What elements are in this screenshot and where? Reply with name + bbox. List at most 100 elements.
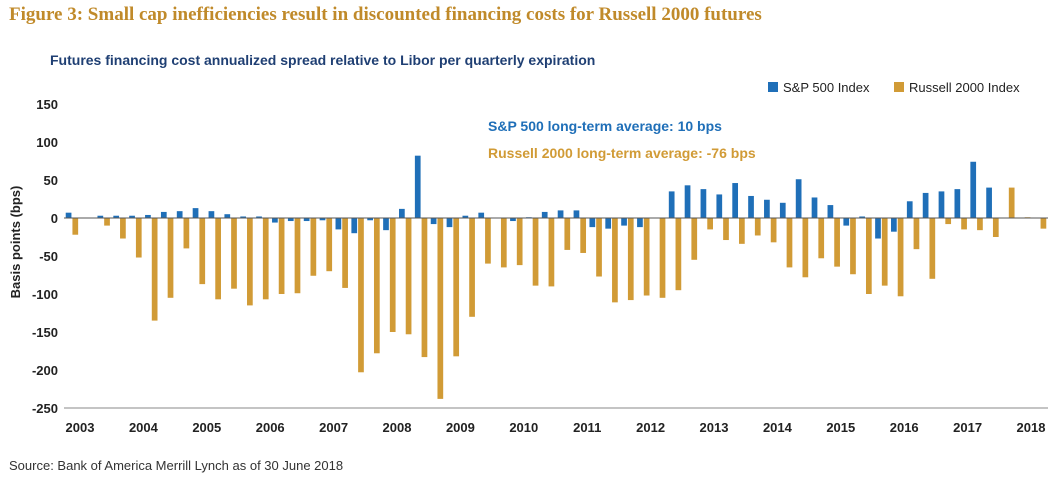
bar-sp500 [145,214,151,218]
bar-sp500 [906,201,913,218]
bar-russell [961,218,967,230]
bar-russell [294,218,301,294]
x-axis: 2003 2004 2005 2006 2007 2008 2009 2010 2011 2012… [64,407,1048,435]
bar-russell [707,218,713,230]
bar-russell [72,218,79,235]
y-tick-label: -100 [32,287,58,302]
bar-russell [247,218,253,306]
bar-sp500 [351,218,358,234]
bar-russell [802,218,809,278]
bar-russell [358,218,364,373]
bar-sp500 [383,218,389,231]
bar-sp500 [272,218,278,223]
bar-russell [453,218,460,357]
bar-sp500 [986,187,992,218]
x-tick-label: 2012 [636,420,665,435]
bar-russell [580,218,587,253]
bar-russell [485,218,491,264]
bar-russell [913,218,920,250]
bar-sp500 [827,205,834,218]
x-tick-label: 2011 [573,420,601,435]
x-tick-label: 2007 [319,420,348,435]
x-tick-label: 2006 [256,420,285,435]
bar-sp500 [732,183,739,218]
bar-russell [199,218,206,285]
bar-russell [548,218,555,287]
x-tick-label: 2008 [383,420,412,435]
bar-sp500 [65,212,72,218]
bar-sp500 [573,210,580,218]
bar-sp500 [970,161,977,218]
bar-russell [326,218,333,272]
bar-russell [945,218,952,225]
chart-title: Futures financing cost annualized spread… [50,52,596,68]
bar-russell [262,218,269,300]
bar-sp500 [716,194,723,218]
bar-russell [691,218,698,260]
x-tick-label: 2018 [1017,420,1046,435]
bar-russell [167,218,174,298]
bar-russell [786,218,793,268]
bar-russell [1008,187,1015,218]
bar-sp500 [303,218,310,222]
bar-sp500 [938,191,945,218]
y-tick-label: 150 [36,97,58,112]
bar-sp500 [446,218,453,228]
bar-sp500 [700,189,707,218]
bar-sp500 [97,215,104,218]
bar-sp500 [176,211,183,218]
bar-russell [627,218,634,301]
bar-russell [929,218,936,279]
bar-russell [739,218,745,244]
bar-russell [643,218,650,296]
bar-russell [977,218,983,231]
x-tick-label: 2017 [953,420,982,435]
bar-sp500 [605,218,612,229]
bar-russell [1040,218,1047,229]
bar-russell [151,218,158,321]
bar-sp500 [160,211,167,218]
bar-russell [818,218,825,259]
bar-russell [104,218,110,226]
bar-sp500 [224,214,231,218]
bar-sp500 [462,215,469,218]
bar-sp500 [510,218,516,222]
bar-russell [723,218,729,241]
bar-russell [564,218,571,250]
bar-russell [389,218,396,332]
bar-sp500 [891,218,897,232]
x-tick-label: 2010 [509,420,538,435]
legend-label-sp500: S&P 500 Index [783,80,870,95]
bar-sp500 [208,211,215,218]
bar-sp500 [541,211,548,218]
bar-sp500 [335,218,342,230]
bar-sp500 [764,199,770,218]
bar-russell [437,218,444,399]
x-tick-label: 2005 [192,420,221,435]
x-tick-label: 2015 [826,420,855,435]
bar-russell [120,218,126,239]
x-tick-label: 2009 [446,420,475,435]
bar-russell [659,218,666,298]
bar-sp500 [843,218,850,226]
annotation-sp500-average: S&P 500 long-term average: 10 bps [488,118,722,134]
bar-sp500 [192,208,199,218]
bar-sp500 [557,210,564,218]
bar-russell [881,218,888,286]
bar-sp500 [367,218,373,221]
y-axis: 150 100 50 0 -50 -100 -150 -200 -250 [32,97,58,416]
bar-sp500 [637,218,643,228]
y-tick-label: -250 [32,401,58,416]
x-tick-label: 2013 [700,420,729,435]
x-tick-label: 2016 [890,420,919,435]
bar-russell [310,218,317,276]
bar-sp500 [478,212,485,218]
x-tick-label: 2003 [66,420,95,435]
x-tick-label: 2014 [763,420,793,435]
y-axis-label: Basis points (bps) [8,186,23,299]
bar-sp500 [256,216,262,218]
bar-russell [405,218,412,335]
bar-sp500 [668,191,675,218]
bar-sp500 [399,208,405,218]
